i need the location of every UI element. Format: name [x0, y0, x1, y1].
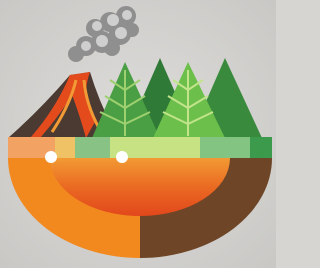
earth-layers-illustration	[0, 0, 276, 268]
page: (() => { const data = JSON.parse(documen…	[0, 0, 276, 268]
marker-dot	[116, 151, 128, 163]
marker-dot	[45, 151, 57, 163]
